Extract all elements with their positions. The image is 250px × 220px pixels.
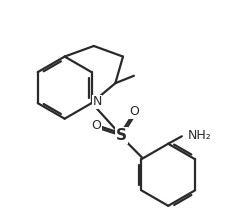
Text: NH₂: NH₂ — [187, 129, 211, 142]
Text: N: N — [92, 95, 101, 108]
Text: S: S — [116, 128, 126, 143]
Text: O: O — [128, 105, 138, 118]
Text: O: O — [91, 119, 101, 132]
